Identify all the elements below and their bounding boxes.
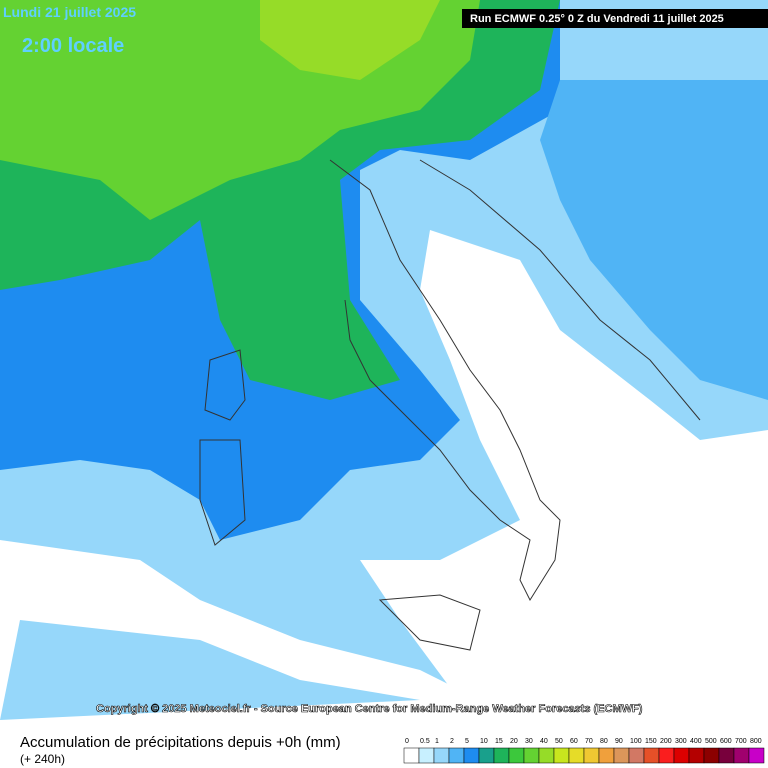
legend-swatch: [718, 747, 735, 764]
legend-label: 200: [660, 738, 672, 745]
forecast-lead: (+ 240h): [20, 752, 65, 766]
legend-swatch: [553, 747, 570, 764]
legend-swatch: [433, 747, 450, 764]
legend-label: 1: [435, 738, 439, 745]
rain-east: [540, 80, 768, 400]
legend-swatch: [493, 747, 510, 764]
legend-swatch: [583, 747, 600, 764]
legend-label: 10: [480, 738, 488, 745]
legend-label: 150: [645, 738, 657, 745]
legend-label: 800: [750, 738, 762, 745]
legend-label: 50: [555, 738, 563, 745]
legend-swatch: [463, 747, 480, 764]
rain-africa: [0, 620, 420, 720]
legend-label: 70: [585, 738, 593, 745]
legend-label: 30: [525, 738, 533, 745]
legend-label: 80: [600, 738, 608, 745]
legend-label: 0: [405, 738, 409, 745]
legend-swatch: [568, 747, 585, 764]
legend-label: 2: [450, 738, 454, 745]
legend-label: 5: [465, 738, 469, 745]
legend-label: 90: [615, 738, 623, 745]
legend-label: 700: [735, 738, 747, 745]
legend-swatch: [643, 747, 660, 764]
legend-swatch: [673, 747, 690, 764]
legend-swatch: [688, 747, 705, 764]
legend-label: 15: [495, 738, 503, 745]
legend-swatch: [448, 747, 465, 764]
legend-label: 0.5: [420, 738, 430, 745]
run-info: Run ECMWF 0.25° 0 Z du Vendredi 11 juill…: [470, 13, 724, 25]
legend-label: 40: [540, 738, 548, 745]
legend: 0 0.5 1 2 5 10 15 20 30 40 50 60 70 80 90 100 150 200 300 4…: [403, 738, 765, 764]
legend-swatch: [733, 747, 750, 764]
legend-swatch: [703, 747, 720, 764]
map: [0, 0, 768, 728]
coastline-italy: [329, 159, 561, 602]
legend-swatch: [598, 747, 615, 764]
legend-label: 300: [675, 738, 687, 745]
legend-swatch: [538, 747, 555, 764]
legend-swatch: [523, 747, 540, 764]
rain-yellowgreen: [260, 0, 440, 80]
legend-swatch: [748, 747, 765, 764]
legend-swatch: [613, 747, 630, 764]
legend-label: 20: [510, 738, 518, 745]
coastline-adriatic: [419, 159, 701, 421]
legend-swatch: [658, 747, 675, 764]
coastline-islands: [199, 349, 481, 651]
legend-label: 600: [720, 738, 732, 745]
legend-swatch: [418, 747, 435, 764]
legend-swatch: [628, 747, 645, 764]
map-date: Lundi 21 juillet 2025: [3, 4, 136, 20]
copyright: Copyright © 2025 Meteociel.fr - Source E…: [96, 703, 643, 715]
legend-swatch: [508, 747, 525, 764]
legend-label: 100: [630, 738, 642, 745]
legend-swatch: [403, 747, 420, 764]
legend-label: 500: [705, 738, 717, 745]
legend-title: Accumulation de précipitations depuis +0…: [20, 734, 341, 751]
legend-label: 60: [570, 738, 578, 745]
run-box: [462, 9, 768, 28]
legend-label: 400: [690, 738, 702, 745]
map-time: 2:00 locale: [22, 35, 124, 57]
legend-swatch: [478, 747, 495, 764]
